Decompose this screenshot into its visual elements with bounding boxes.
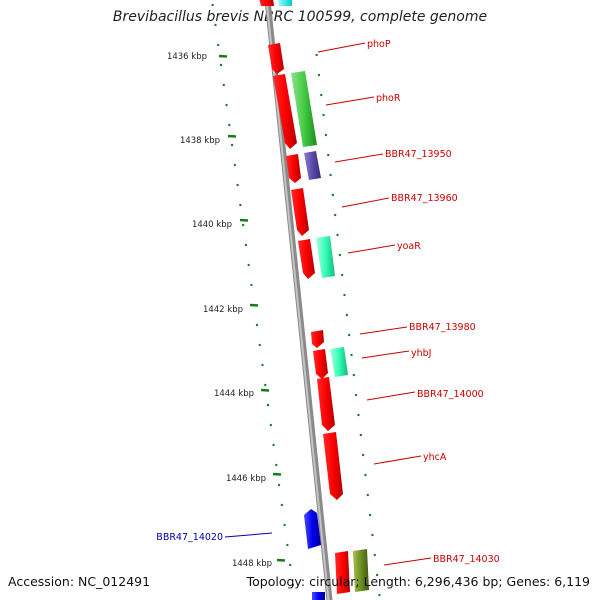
position-marker: 1436 kbp [167, 52, 228, 62]
inner-scale-ring [211, 3, 294, 587]
accession-label: Accession: NC_012491 [8, 574, 151, 589]
gene-label: BBR47_13980 [409, 322, 476, 333]
gene-label: BBR47_14020 [156, 532, 223, 543]
gene-label-leader [366, 391, 416, 401]
gene-label-leaders [224, 42, 432, 566]
position-label: 1438 kbp [180, 136, 220, 146]
gene-arrow-BBR47_13980 [311, 330, 324, 348]
gene-arrow-yoaR [298, 239, 315, 279]
gene-arrow-yoaR-cog [316, 236, 335, 278]
gene-label-leader [317, 42, 366, 53]
gene-arrow-BBR47_13960 [291, 188, 309, 236]
position-marker: 1448 kbp [232, 558, 286, 569]
partial-gene-bottom [312, 592, 325, 600]
position-marker: 1442 kbp [203, 303, 259, 315]
gene-arrow-phoP [268, 43, 284, 74]
gene-label-leader [224, 532, 273, 538]
outer-scale-ring [315, 53, 381, 597]
gene-features [268, 43, 369, 594]
position-label: 1440 kbp [192, 220, 232, 230]
gene-label-leader [383, 557, 432, 566]
scale-rings [211, 3, 381, 597]
gene-label: yoaR [397, 241, 421, 252]
position-tick [272, 472, 282, 476]
gene-label-leader [347, 244, 396, 254]
position-marker: 1444 kbp [214, 388, 270, 399]
gene-arrow-yhbJ [313, 349, 328, 379]
gene-label-leader [373, 455, 422, 465]
gene-label-leader [334, 153, 384, 163]
gene-arrow-yhcA [323, 432, 343, 500]
gene-arrow-yhbJ-cog [330, 347, 348, 377]
position-label: 1446 kbp [226, 474, 266, 484]
genome-summary-label: Topology: circular; Length: 6,296,436 bp… [246, 574, 590, 589]
position-tick [249, 303, 259, 307]
gene-arrow-BBR47_13950-cog [304, 151, 321, 180]
position-tick [276, 558, 286, 562]
gene-label-leader [359, 326, 408, 335]
position-label: 1448 kbp [232, 559, 272, 569]
gene-label: phoR [376, 93, 401, 104]
position-marker: 1440 kbp [192, 218, 249, 230]
gene-arrow-BBR47_13950 [286, 154, 301, 183]
gene-label: yhbJ [411, 348, 431, 359]
position-label: 1436 kbp [167, 52, 207, 62]
position-label: 1444 kbp [214, 389, 254, 399]
gene-label: BBR47_14000 [417, 389, 484, 400]
gene-label: phoP [367, 39, 391, 50]
position-tick [260, 388, 270, 392]
gene-labels: phoP phoR BBR47_13950 BBR47_13960 yoaR BBR47_… [156, 39, 499, 565]
position-tick [227, 134, 237, 138]
gene-arrow-phoR [273, 74, 297, 149]
gene-arrow-BBR47_14030 [335, 551, 350, 594]
gene-label-leader [325, 96, 375, 106]
position-tick [218, 54, 228, 58]
gene-label: BBR47_13960 [391, 193, 458, 204]
position-tick [239, 218, 249, 222]
gene-arrow-BBR47_14020 [304, 509, 321, 549]
gene-label-leader [341, 197, 390, 208]
partial-gene-top [259, 0, 292, 6]
gene-arrow-BBR47_14030-cog [353, 549, 369, 592]
position-marker: 1438 kbp [180, 134, 237, 146]
position-markers: 1436 kbp 1438 kbp 1440 kbp 1442 kbp 1444 kbp… [167, 52, 286, 569]
map-title: Brevibacillus brevis NBRC 100599, comple… [112, 9, 488, 25]
position-label: 1442 kbp [203, 305, 243, 315]
gene-label: BBR47_14030 [433, 554, 500, 565]
position-marker: 1446 kbp [226, 472, 282, 484]
gene-arrow-phoR-cog [291, 71, 317, 147]
gene-arrow-BBR47_14000 [317, 377, 335, 431]
gene-label-leader [361, 350, 410, 359]
gene-label: BBR47_13950 [385, 149, 452, 160]
gene-label: yhcA [423, 452, 447, 463]
